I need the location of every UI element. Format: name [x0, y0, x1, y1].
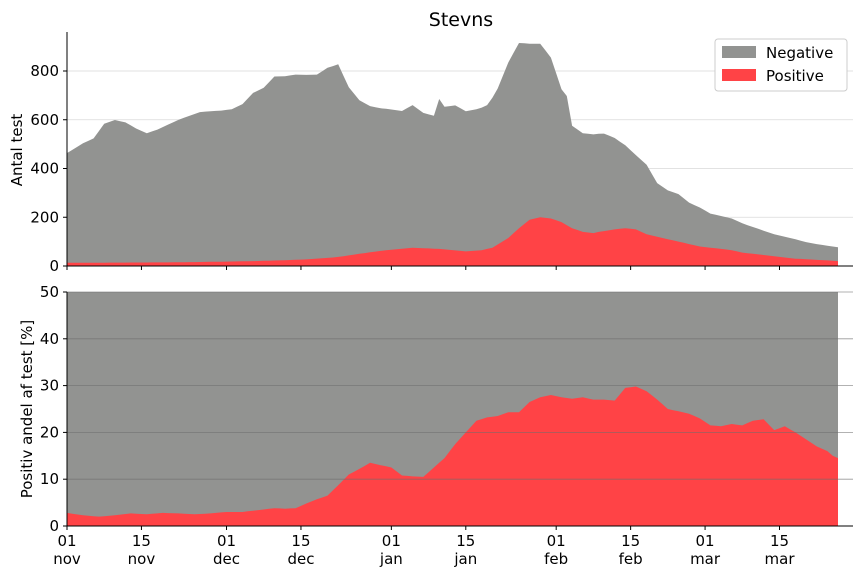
- x-tick-month: nov: [53, 550, 81, 568]
- top-y-tick-label: 600: [30, 111, 59, 129]
- x-tick-month: mar: [690, 550, 721, 568]
- top-panel: 0 200 400 600 800 Antal test Negative Positi…: [8, 32, 853, 275]
- negative-area: [67, 43, 838, 266]
- legend: Negative Positive: [714, 38, 848, 92]
- top-y-tick-label: 200: [30, 208, 59, 226]
- top-y-tick-label: 400: [30, 160, 59, 178]
- x-tick-month: dec: [213, 550, 240, 568]
- bottom-y-label: Positiv andel af test [%]: [18, 320, 36, 499]
- bottom-gridlines: [67, 291, 853, 480]
- x-tick-day: 01: [57, 532, 76, 550]
- legend-negative-label: Negative: [766, 44, 833, 62]
- bottom-y-ticks: 0 10 20 30 40 50: [40, 283, 67, 535]
- x-tick-day: 15: [621, 532, 640, 550]
- top-y-tick-label: 0: [49, 257, 59, 275]
- x-tick-day: 15: [291, 532, 310, 550]
- x-tick-day: 01: [217, 532, 236, 550]
- legend-positive-label: Positive: [766, 67, 824, 85]
- x-tick-day: 01: [696, 532, 715, 550]
- bottom-y-tick-label: 0: [49, 517, 59, 535]
- x-tick-month: feb: [619, 550, 643, 568]
- bottom-y-tick-label: 50: [40, 283, 59, 301]
- x-tick-day: 15: [770, 532, 789, 550]
- bottom-axes: [66, 292, 853, 527]
- bottom-y-tick-label: 20: [40, 423, 59, 441]
- x-tick-month: mar: [765, 550, 796, 568]
- top-y-tick-label: 800: [30, 62, 59, 80]
- x-tick-day: 15: [132, 532, 151, 550]
- x-tick-month: feb: [544, 550, 568, 568]
- x-tick-month: jan: [453, 550, 477, 568]
- positive-area: [67, 217, 838, 266]
- positive-share-area: [67, 386, 838, 526]
- top-areas: [67, 43, 838, 266]
- x-tick-month: jan: [379, 550, 403, 568]
- x-tick-day: 15: [456, 532, 475, 550]
- bottom-y-tick-label: 30: [40, 377, 59, 395]
- x-tick-month: nov: [128, 550, 156, 568]
- x-tick-month: dec: [287, 550, 314, 568]
- top-y-ticks: 0 200 400 600 800: [30, 62, 67, 275]
- bottom-areas: [67, 292, 838, 526]
- x-ticks: 01nov15nov01dec15dec01jan15jan01feb15feb…: [53, 266, 795, 568]
- x-tick-day: 01: [382, 532, 401, 550]
- bottom-y-tick-label: 40: [40, 330, 59, 348]
- chart-title: Stevns: [429, 9, 493, 31]
- x-tick-day: 01: [547, 532, 566, 550]
- top-y-label: Antal test: [8, 114, 26, 187]
- bottom-y-tick-label: 10: [40, 470, 59, 488]
- legend-negative-swatch: [722, 46, 756, 58]
- legend-positive-swatch: [722, 69, 756, 81]
